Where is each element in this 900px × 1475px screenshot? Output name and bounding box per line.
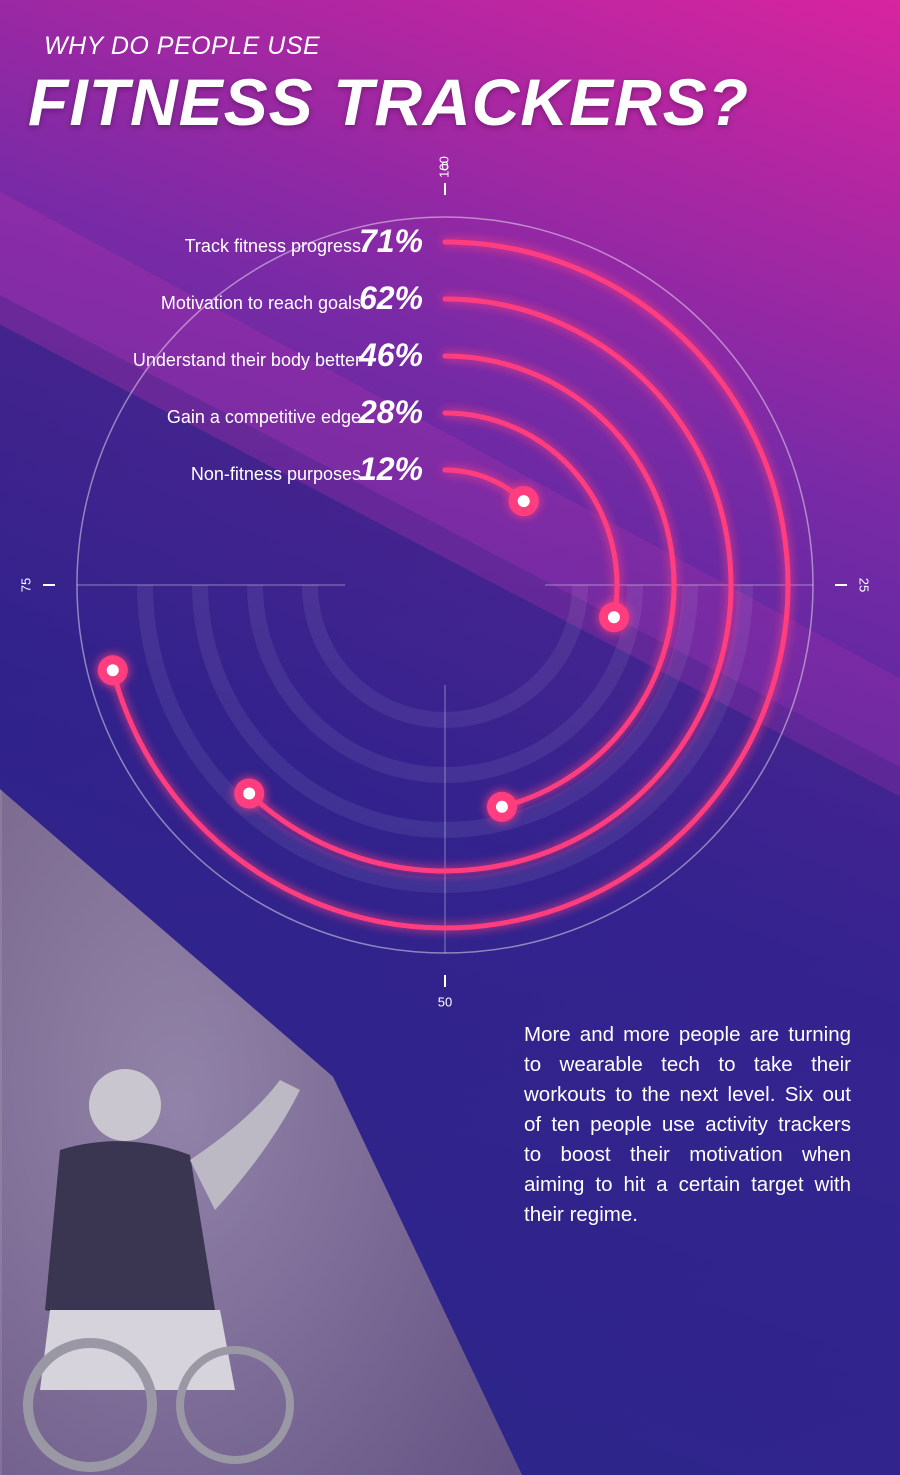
value-label: 71% [359,223,423,259]
category-label: Track fitness progress [185,236,361,256]
arc-endpoint-dot [106,664,119,677]
decorative-ring [247,584,643,783]
category-label: Non-fitness purposes [191,464,361,484]
arc-endpoint-dot [495,800,508,813]
axis-tick-label: 75 [18,578,33,592]
series-arc [110,239,791,931]
title-subtitle: WHY DO PEOPLE USE [44,32,321,60]
decorative-ring [137,584,753,893]
decorative-ring [302,584,588,728]
axis-tick-label: 50 [438,994,452,1009]
athlete-photo [23,1069,300,1472]
axis-ring [76,216,814,954]
category-label: Understand their body better [133,350,361,370]
series-arc [442,353,677,810]
value-label: 28% [358,394,423,430]
category-label: Motivation to reach goals [161,293,361,313]
axis-tick-label: 100 [436,156,451,178]
axis-tick-label: 25 [857,578,872,592]
decorative-ring [192,584,698,838]
series-arc [246,296,734,874]
series-arc [442,410,620,620]
category-label: Gain a competitive edge [167,407,361,427]
arc-endpoint-dot [243,787,256,800]
value-label: 46% [358,337,423,373]
value-label: 12% [359,451,423,487]
value-label: 62% [359,280,423,316]
description-text: More and more people are turning to wear… [524,1023,851,1226]
arc-endpoint-dot [607,611,620,624]
page-title: FITNESS TRACKERS? [28,65,750,139]
axis-tick-label: 0 [441,158,448,173]
arc-endpoint-dot [517,495,530,508]
